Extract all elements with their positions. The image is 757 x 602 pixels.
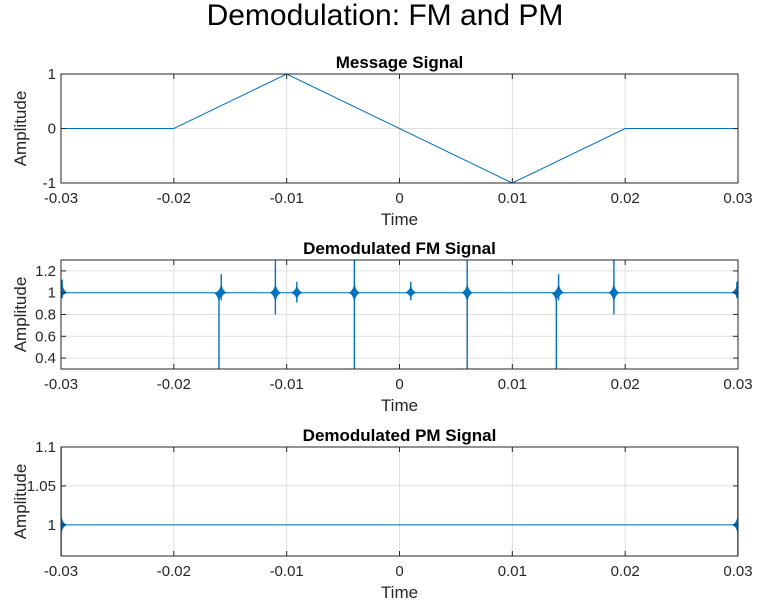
x-tick-label: 0.01 bbox=[498, 563, 527, 580]
series-burst bbox=[552, 278, 565, 301]
y-axis-label: Amplitude bbox=[11, 91, 30, 167]
y-tick-label: 1.05 bbox=[27, 478, 56, 495]
y-tick-label: 1 bbox=[48, 285, 56, 302]
series-burst bbox=[550, 292, 563, 307]
x-tick-label: 0.03 bbox=[723, 563, 752, 580]
series-burst bbox=[607, 278, 620, 307]
x-tick-label: -0.02 bbox=[157, 563, 191, 580]
series-line bbox=[61, 74, 738, 183]
chart-panel: -0.03 -0.02 -0.01 0 0.01 0.02 0.03 1 1.05 1.1 Demo… bbox=[11, 426, 753, 602]
x-tick-label: 0.02 bbox=[611, 563, 640, 580]
x-tick-label: -0.02 bbox=[157, 376, 191, 393]
x-tick-label: -0.03 bbox=[44, 190, 78, 207]
figure-title: Demodulation: FM and PM bbox=[207, 0, 564, 32]
x-tick-label: 0.01 bbox=[498, 376, 527, 393]
plot-layer bbox=[61, 74, 738, 183]
x-tick-label: -0.01 bbox=[270, 376, 304, 393]
x-axis-label: Time bbox=[381, 583, 418, 602]
x-tick-label: 0.01 bbox=[498, 190, 527, 207]
series-burst bbox=[61, 279, 69, 299]
y-tick-label: 0.8 bbox=[35, 307, 56, 324]
chart-panel: -0.03 -0.02 -0.01 0 0.01 0.02 0.03 0.4 0.6 0.8 1 1.… bbox=[11, 239, 753, 415]
plot-layer bbox=[61, 260, 738, 369]
y-tick-label: 0 bbox=[48, 121, 56, 138]
y-tick-label: 1 bbox=[48, 66, 56, 83]
y-tick-label: -1 bbox=[43, 175, 56, 192]
x-tick-label: 0.02 bbox=[611, 190, 640, 207]
series-burst bbox=[730, 281, 738, 299]
series-burst bbox=[269, 278, 282, 307]
y-tick-label: 0.4 bbox=[35, 350, 56, 367]
x-tick-label: 0.03 bbox=[723, 376, 752, 393]
series-burst bbox=[212, 292, 225, 307]
x-tick-label: -0.02 bbox=[157, 190, 191, 207]
series-burst bbox=[215, 278, 228, 301]
series-burst bbox=[348, 278, 361, 307]
x-tick-label: 0 bbox=[395, 190, 403, 207]
y-tick-label: 1.2 bbox=[35, 263, 56, 280]
y-axis-label: Amplitude bbox=[11, 277, 30, 353]
y-tick-label: 1 bbox=[48, 517, 56, 534]
x-axis-label: Time bbox=[381, 396, 418, 415]
series-burst bbox=[290, 281, 303, 303]
x-tick-label: 0 bbox=[395, 563, 403, 580]
x-tick-label: 0.03 bbox=[723, 190, 752, 207]
x-tick-label: -0.01 bbox=[270, 563, 304, 580]
chart-panel: -0.03 -0.02 -0.01 0 0.01 0.02 0.03 -1 0 1 Message … bbox=[11, 53, 753, 229]
x-tick-label: -0.03 bbox=[44, 563, 78, 580]
panel-title: Demodulated PM Signal bbox=[303, 426, 497, 445]
y-axis-label: Amplitude bbox=[11, 464, 30, 540]
x-tick-label: 0.02 bbox=[611, 376, 640, 393]
x-tick-label: 0 bbox=[395, 376, 403, 393]
panel-title: Demodulated FM Signal bbox=[303, 239, 496, 258]
x-axis-label: Time bbox=[381, 210, 418, 229]
x-tick-label: -0.03 bbox=[44, 376, 78, 393]
panel-title: Message Signal bbox=[336, 53, 464, 72]
y-tick-label: 1.1 bbox=[35, 439, 56, 456]
y-tick-label: 0.6 bbox=[35, 328, 56, 345]
series-burst bbox=[461, 278, 474, 307]
series-burst bbox=[404, 281, 417, 301]
x-tick-label: -0.01 bbox=[270, 190, 304, 207]
